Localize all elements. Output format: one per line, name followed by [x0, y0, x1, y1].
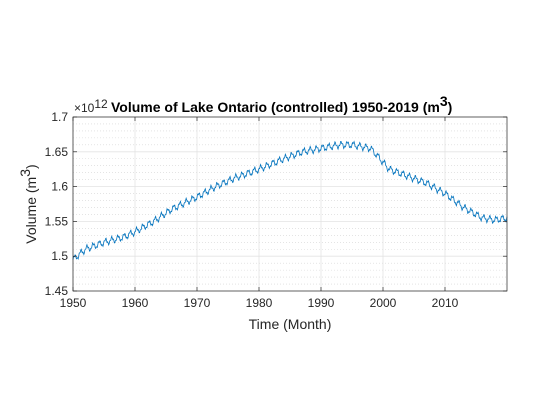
plot-area — [73, 117, 507, 291]
chart-title-sup: 3 — [440, 93, 448, 109]
y-exponent: ×1012 — [74, 97, 108, 115]
y-tick-label: 1.5 — [51, 249, 68, 263]
y-tick-label: 1.7 — [51, 110, 68, 124]
chart-title: Volume of Lake Ontario (controlled) 1950… — [111, 93, 452, 115]
x-tick-label: 2010 — [432, 296, 459, 310]
x-tick-label: 1970 — [184, 296, 211, 310]
y-tick-label: 1.55 — [45, 214, 69, 228]
y-axis-label-main: Volume (m — [23, 177, 39, 244]
x-tick-label: 1990 — [308, 296, 335, 310]
x-axis: 1950 1960 1970 1980 1990 2000 2010 — [60, 117, 459, 310]
plot-frame — [72, 116, 508, 292]
y-axis-label-sup: 3 — [17, 169, 33, 177]
y-axis: 1.45 1.5 1.55 1.6 1.65 1.7 — [45, 110, 507, 298]
y-tick-label: 1.6 — [51, 180, 68, 194]
chart-title-main: Volume of Lake Ontario (controlled) 1950… — [111, 99, 440, 115]
x-tick-label: 1980 — [246, 296, 273, 310]
x-tick-label: 1960 — [122, 296, 149, 310]
series-line — [72, 140, 508, 260]
minor-grid — [73, 123, 507, 285]
x-tick-label: 2000 — [370, 296, 397, 310]
y-exponent-power: 12 — [94, 97, 108, 111]
x-tick-label: 1950 — [60, 296, 87, 310]
y-exponent-base: ×10 — [74, 101, 95, 115]
y-axis-label-end: ) — [23, 164, 39, 169]
y-tick-label: 1.45 — [45, 284, 69, 298]
y-axis-label: Volume (m3) — [17, 164, 39, 243]
y-tick-label: 1.65 — [45, 145, 69, 159]
chart-title-end: ) — [448, 99, 453, 115]
x-axis-label: Time (Month) — [249, 316, 332, 332]
